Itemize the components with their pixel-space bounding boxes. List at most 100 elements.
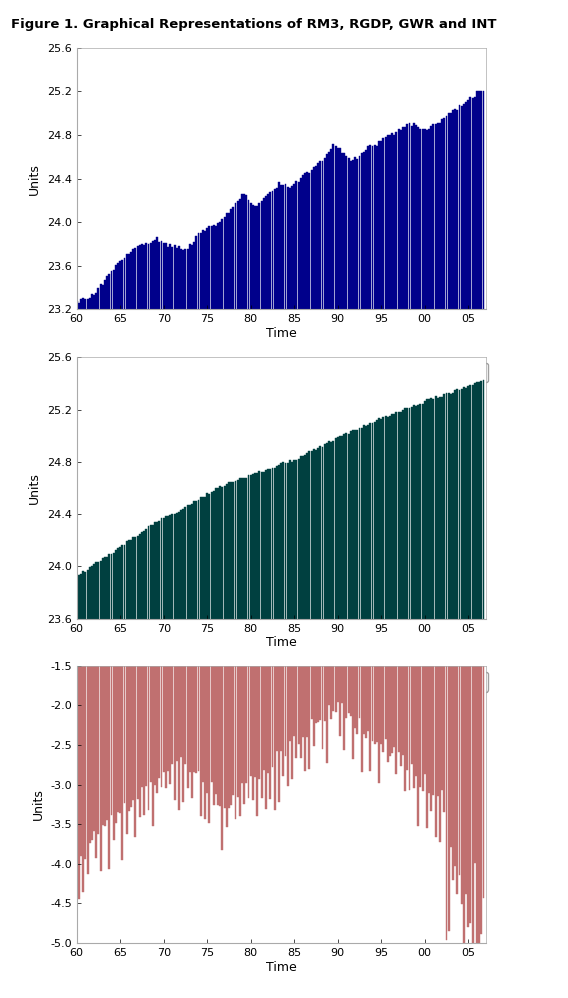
Bar (163, 518, 165, 619)
Bar (85, 572, 86, 619)
Bar (415, 126, 417, 309)
Bar (256, 206, 258, 309)
Bar (402, 409, 404, 619)
Bar (187, 249, 189, 309)
Bar (193, 242, 195, 309)
Bar (112, 553, 115, 619)
Bar (378, 141, 380, 309)
Bar (204, 666, 206, 819)
Bar (141, 245, 143, 309)
Bar (167, 516, 169, 619)
Bar (172, 247, 173, 309)
Bar (274, 468, 275, 619)
Bar (445, 393, 448, 619)
Bar (148, 666, 149, 810)
Bar (139, 534, 141, 619)
Bar (319, 446, 321, 619)
Bar (431, 398, 432, 619)
Bar (287, 188, 289, 309)
Bar (86, 570, 89, 619)
Bar (206, 666, 208, 793)
Bar (448, 114, 450, 309)
Bar (304, 666, 306, 770)
Bar (391, 414, 393, 619)
Bar (156, 238, 158, 309)
Bar (311, 451, 312, 619)
Bar (132, 537, 134, 619)
Bar (126, 254, 128, 309)
Bar (239, 478, 241, 619)
Bar (104, 666, 106, 826)
Bar (132, 666, 134, 800)
Bar (304, 454, 306, 619)
Bar (432, 399, 435, 619)
Bar (302, 175, 304, 309)
Bar (424, 401, 425, 619)
Bar (363, 425, 365, 619)
Bar (454, 390, 456, 619)
Bar (321, 161, 323, 309)
Bar (161, 518, 162, 619)
Bar (82, 298, 84, 309)
Bar (208, 494, 210, 619)
Bar (282, 462, 285, 619)
Bar (128, 540, 130, 619)
Bar (345, 666, 348, 718)
Bar (458, 105, 461, 309)
Bar (104, 279, 106, 309)
Bar (243, 666, 245, 804)
Bar (119, 547, 121, 619)
Bar (254, 206, 256, 309)
Bar (230, 482, 232, 619)
Bar (461, 107, 463, 309)
Bar (165, 666, 167, 787)
Bar (208, 226, 210, 309)
Bar (341, 436, 343, 619)
Bar (76, 300, 78, 309)
Bar (395, 412, 398, 619)
Bar (400, 666, 402, 766)
Bar (291, 462, 293, 619)
Bar (400, 412, 402, 619)
Bar (228, 666, 230, 808)
Bar (235, 481, 236, 619)
Bar (128, 666, 130, 810)
Bar (300, 666, 302, 758)
Bar (378, 666, 380, 783)
Bar (280, 185, 282, 309)
Bar (211, 666, 212, 781)
Bar (332, 440, 335, 619)
Bar (330, 149, 332, 309)
Bar (363, 153, 365, 309)
Bar (419, 404, 421, 619)
Bar (254, 666, 256, 777)
Bar (191, 666, 193, 798)
Bar (213, 225, 215, 309)
Bar (258, 203, 260, 309)
Bar (85, 666, 86, 859)
Bar (154, 666, 156, 785)
Bar (185, 249, 186, 309)
Bar (254, 473, 256, 619)
Bar (215, 666, 217, 794)
Bar (306, 173, 308, 309)
Bar (300, 456, 302, 619)
Bar (389, 415, 391, 619)
Bar (461, 389, 463, 619)
Bar (267, 666, 269, 772)
Bar (226, 484, 228, 619)
Bar (141, 532, 143, 619)
Bar (298, 459, 299, 619)
Bar (200, 497, 202, 619)
Bar (348, 434, 349, 619)
Bar (474, 383, 476, 619)
Bar (265, 666, 267, 808)
Bar (467, 666, 469, 927)
Bar (457, 389, 458, 619)
Bar (93, 666, 95, 831)
Bar (91, 566, 93, 619)
Bar (343, 434, 345, 619)
Bar (470, 97, 471, 309)
Bar (89, 567, 91, 619)
Bar (250, 475, 252, 619)
